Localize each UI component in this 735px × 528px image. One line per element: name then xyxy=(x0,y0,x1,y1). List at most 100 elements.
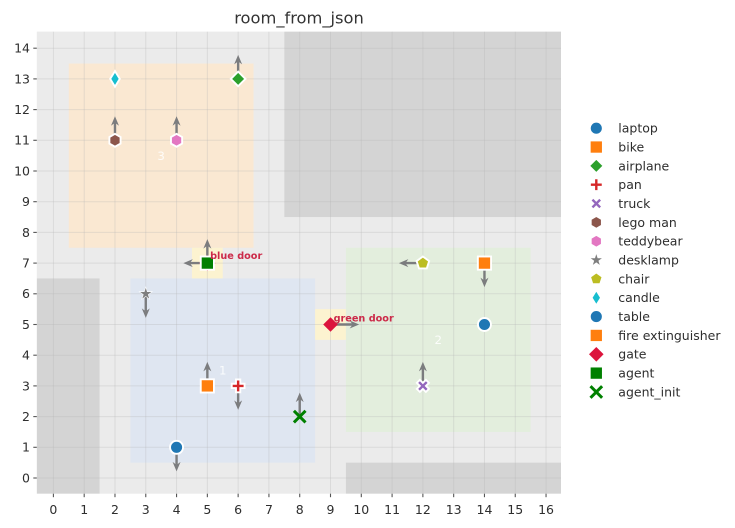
arrow-bike-head xyxy=(203,361,212,372)
arrow-lego-man-head xyxy=(110,116,119,126)
legend-item-airplane xyxy=(587,157,605,175)
arrow-agent-head xyxy=(203,239,212,249)
arrow-agent_init xyxy=(295,392,304,417)
legend-marker-candle xyxy=(590,288,603,308)
marker-teddybear-shape xyxy=(170,132,184,148)
x-tick-label-3: 3 xyxy=(142,502,150,517)
legend-item-bike xyxy=(588,139,604,155)
legend-marker-teddybear-shape xyxy=(589,233,603,249)
y-tick-label-9: 9 xyxy=(22,194,30,209)
legend-marker-airplane-shape xyxy=(587,157,605,175)
marker-bike-shape xyxy=(199,378,215,394)
arrow-chair-head xyxy=(398,259,409,268)
marker-laptop xyxy=(169,439,185,455)
legend-marker-fire-extinguisher-shape xyxy=(588,327,604,343)
marker-laptop-shape xyxy=(169,439,185,455)
legend-marker-lego-man xyxy=(589,214,603,230)
legend-label-pan: pan xyxy=(618,177,642,192)
marker-airplane xyxy=(229,70,247,88)
x-tick-label-4: 4 xyxy=(173,502,181,517)
x-tick-label-16: 16 xyxy=(538,502,554,517)
legend-label-airplane: airplane xyxy=(618,158,669,173)
legend-marker-agent-shape xyxy=(588,365,604,381)
legend-label-fire-extinguisher: fire extinguisher xyxy=(618,328,721,343)
door-label-blue-door: blue door xyxy=(210,251,262,262)
marker-table xyxy=(477,317,492,332)
room-label-3: 3 xyxy=(157,149,165,163)
y-tick-label-1: 1 xyxy=(22,440,30,455)
room-1 xyxy=(130,278,316,463)
x-tick-label-15: 15 xyxy=(507,502,523,517)
legend-marker-teddybear xyxy=(589,233,603,249)
legend-marker-desklamp xyxy=(588,252,604,267)
legend-label-chair: chair xyxy=(618,271,650,286)
y-tick-label-6: 6 xyxy=(22,286,30,301)
legend-item-desklamp xyxy=(588,252,604,267)
legend-marker-agent_init-shape xyxy=(589,385,604,399)
legend-label-agent: agent xyxy=(618,366,654,381)
marker-fire-extinguisher xyxy=(476,255,493,271)
legend-marker-fire-extinguisher xyxy=(588,327,604,343)
legend-label-agent_init: agent_init xyxy=(618,384,680,399)
arrow-laptop-head xyxy=(172,461,181,472)
legend-item-chair xyxy=(588,271,604,286)
legend xyxy=(587,120,605,399)
legend-marker-pan xyxy=(588,177,604,193)
legend-item-laptop xyxy=(588,120,604,136)
legend-item-truck xyxy=(588,196,604,211)
legend-marker-chair-shape xyxy=(588,271,604,286)
marker-bike xyxy=(199,378,215,394)
legend-item-lego-man xyxy=(589,214,603,230)
wall-2 xyxy=(345,462,562,494)
wall-1 xyxy=(284,31,562,218)
legend-marker-bike-shape xyxy=(588,139,604,155)
room-3 xyxy=(68,63,254,248)
legend-label-laptop: laptop xyxy=(618,121,658,136)
y-tick-label-3: 3 xyxy=(22,378,30,393)
legend-marker-desklamp-shape xyxy=(590,254,602,265)
marker-desklamp-shape xyxy=(140,287,152,299)
arrow-fire-extinguisher-head xyxy=(480,277,489,288)
marker-agent-shape xyxy=(199,255,215,271)
arrow-desklamp-head xyxy=(141,308,150,318)
y-tick-label-0: 0 xyxy=(22,470,30,485)
x-tick-label-8: 8 xyxy=(296,502,304,517)
y-tick-label-8: 8 xyxy=(22,225,30,240)
x-tick-label-7: 7 xyxy=(265,502,273,517)
marker-pan-shape xyxy=(230,378,246,394)
y-tick-label-10: 10 xyxy=(14,163,30,178)
marker-truck-shape xyxy=(415,378,431,394)
arrow-truck-head xyxy=(418,361,427,372)
arrow-agent_init-head xyxy=(295,392,304,403)
legend-marker-gate-shape xyxy=(589,346,604,362)
legend-item-candle xyxy=(590,288,603,308)
legend-marker-agent_init xyxy=(589,385,604,399)
legend-marker-table xyxy=(588,309,604,325)
wall-0 xyxy=(36,278,100,494)
arrow-pan-head xyxy=(234,400,243,410)
room-label-1: 1 xyxy=(219,364,227,378)
x-tick-label-9: 9 xyxy=(327,502,335,517)
plot-title: room_from_json xyxy=(234,9,364,29)
x-tick-label-12: 12 xyxy=(415,502,431,517)
x-tick-label-10: 10 xyxy=(353,502,369,517)
legend-item-fire-extinguisher xyxy=(588,327,604,343)
legend-label-teddybear: teddybear xyxy=(618,234,683,249)
arrow-airplane-head xyxy=(234,54,243,65)
legend-label-lego-man: lego man xyxy=(618,215,676,230)
legend-marker-bike xyxy=(588,139,604,155)
legend-item-agent xyxy=(588,365,604,381)
legend-label-desklamp: desklamp xyxy=(618,252,679,267)
legend-marker-pan-shape xyxy=(588,177,604,193)
marker-gate xyxy=(323,317,338,332)
marker-table-shape xyxy=(477,317,492,332)
marker-agent_init-shape xyxy=(292,409,307,424)
legend-marker-truck xyxy=(588,196,604,211)
door-label-green-door: green door xyxy=(334,313,394,324)
marker-chair-shape xyxy=(415,255,431,270)
room-2 xyxy=(345,247,531,432)
marker-lego-man-shape xyxy=(108,132,122,148)
legend-label-table: table xyxy=(618,309,650,324)
